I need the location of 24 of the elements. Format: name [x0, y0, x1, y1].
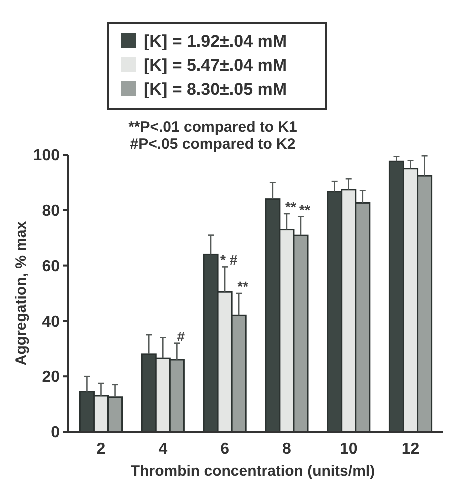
y-tick-label: 80 [42, 203, 60, 220]
text: #P<.05 compared to K2 [130, 136, 296, 153]
annotation: ** [300, 202, 311, 218]
annotation: ** [286, 199, 297, 215]
text: **P<.01 compared to K1 [128, 119, 298, 136]
y-tick-label: 40 [42, 314, 60, 331]
x-tick-label: 2 [96, 441, 106, 458]
y-tick-label: 20 [42, 369, 60, 386]
legend-label: [K] = 1.92±.04 mM [144, 32, 288, 51]
x-tick-label: 10 [340, 441, 358, 458]
legend-label: [K] = 5.47±.04 mM [144, 56, 288, 75]
y-tick-label: 60 [42, 258, 60, 276]
annotation: * # [220, 252, 238, 268]
x-tick-label: 6 [220, 441, 230, 458]
x-tick-label: 8 [282, 441, 292, 458]
y-tick-label: 0 [51, 424, 60, 442]
x-axis-title: Thrombin concentration (units/ml) [130, 463, 376, 480]
x-tick-label: 4 [158, 441, 168, 458]
x-tick-label: 12 [402, 441, 420, 458]
annotation: # [177, 328, 186, 344]
annotation: ** [238, 278, 250, 294]
y-tick-label: 100 [33, 148, 60, 165]
y-axis-title: Aggregation, % max [13, 220, 30, 366]
legend-label: [K] = 8.30±.05 mM [144, 80, 288, 99]
